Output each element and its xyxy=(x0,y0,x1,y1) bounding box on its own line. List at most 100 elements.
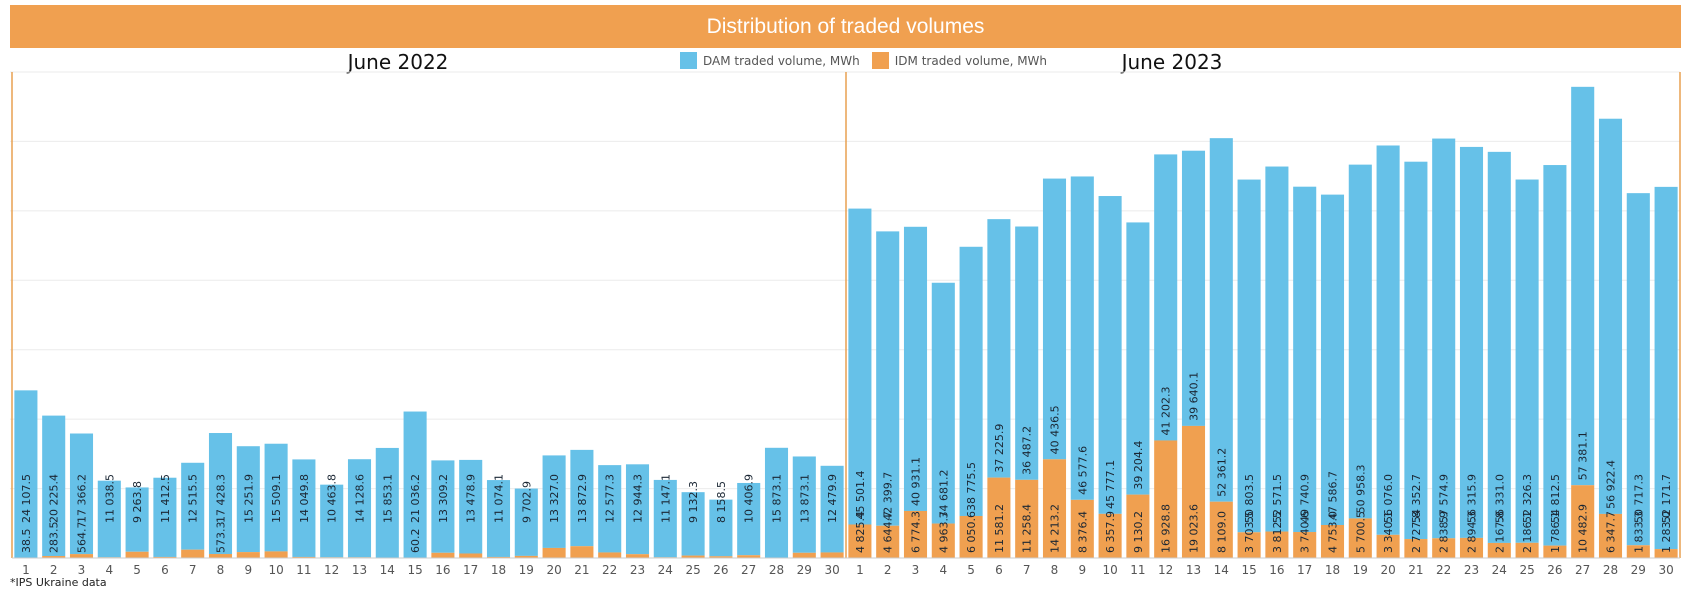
x-tick-label: 9 xyxy=(1078,563,1086,577)
idm-data-label: 4 753.0 xyxy=(1327,511,1340,553)
x-tick-label: 27 xyxy=(1575,563,1590,577)
x-tick-label: 10 xyxy=(268,563,283,577)
idm-bar-2022-17 xyxy=(459,553,483,558)
idm-bar-2022-16 xyxy=(431,552,455,558)
idm-data-label: 4 644.7 xyxy=(882,511,895,553)
dam-data-label: 52 571.5 xyxy=(1271,474,1284,523)
legend: DAM traded volume, MWh IDM traded volume… xyxy=(680,52,1059,69)
x-tick-label: 6 xyxy=(161,563,169,577)
idm-data-label: 11 258.4 xyxy=(1021,504,1034,553)
dam-bar-2022-17 xyxy=(459,459,483,554)
dam-data-label: 42 399.7 xyxy=(882,472,895,521)
dam-bar-2022-26 xyxy=(709,499,733,557)
x-tick-label: 23 xyxy=(1464,563,1479,577)
dam-data-label: 41 202.3 xyxy=(1160,386,1173,435)
x-tick-label: 4 xyxy=(939,563,947,577)
idm-data-label: 10 482.9 xyxy=(1577,504,1590,553)
dam-bar-2022-15 xyxy=(403,411,427,558)
chart-title: Distribution of traded volumes xyxy=(706,14,985,38)
x-tick-label: 26 xyxy=(713,563,728,577)
idm-data-label: 283.5 xyxy=(48,522,61,554)
idm-data-label: 5 700.5 xyxy=(1354,511,1367,553)
dam-data-label: 52 171.7 xyxy=(1660,474,1673,523)
dam-bar-2022-16 xyxy=(431,460,455,553)
idm-bar-2022-9 xyxy=(236,552,260,558)
idm-data-label: 2 838.9 xyxy=(1438,511,1451,553)
idm-bar-2022-26 xyxy=(709,556,733,558)
dam-data-label: 24 107.5 xyxy=(20,474,33,523)
x-tick-label: 24 xyxy=(658,563,673,577)
dam-bar-2022-12 xyxy=(320,484,344,558)
x-tick-label: 4 xyxy=(105,563,113,577)
idm-bar-2022-10 xyxy=(264,551,288,558)
x-tick-label: 18 xyxy=(1325,563,1340,577)
idm-bar-2023-4 xyxy=(931,523,955,558)
idm-bar-2023-22 xyxy=(1432,538,1456,558)
idm-data-label: 2 727.8 xyxy=(1410,511,1423,553)
legend-item-dam[interactable]: DAM traded volume, MWh xyxy=(680,52,860,69)
x-tick-label: 28 xyxy=(1603,563,1618,577)
idm-data-label: 2 167.8 xyxy=(1493,511,1506,553)
x-tick-label: 14 xyxy=(380,563,395,577)
dam-data-label: 14 049.8 xyxy=(298,474,311,523)
x-tick-label: 19 xyxy=(1353,563,1368,577)
dam-bar-2022-25 xyxy=(681,492,705,556)
dam-data-label: 13 478.9 xyxy=(465,474,478,523)
dam-data-label: 10 406.9 xyxy=(743,474,756,523)
idm-data-label: 6 347.7 xyxy=(1605,511,1618,553)
x-tick-label: 29 xyxy=(797,563,812,577)
dam-bar-2022-5 xyxy=(125,487,149,552)
dam-data-label: 13 309.2 xyxy=(437,474,450,523)
panel-title-june-2022: June 2022 xyxy=(347,50,449,74)
dam-data-label: 50 717.3 xyxy=(1632,474,1645,523)
dam-bar-2023-9 xyxy=(1070,176,1094,500)
idm-data-label: 3 703.5 xyxy=(1243,511,1256,553)
dam-bar-2023-15 xyxy=(1237,179,1261,533)
idm-data-label: 564.7 xyxy=(76,522,89,554)
dam-bar-2023-26 xyxy=(1543,165,1567,546)
dam-bar-2022-10 xyxy=(264,443,288,552)
dam-data-label: 15 853.1 xyxy=(381,474,394,523)
dam-bar-2023-22 xyxy=(1432,138,1456,539)
idm-bar-2023-6 xyxy=(987,477,1011,558)
dam-bar-2023-21 xyxy=(1404,161,1428,540)
idm-data-label: 2 894.3 xyxy=(1466,511,1479,553)
dam-bar-2023-28 xyxy=(1598,118,1623,514)
x-tick-label: 24 xyxy=(1492,563,1507,577)
x-tick-label: 13 xyxy=(1186,563,1201,577)
dam-data-label: 12 515.5 xyxy=(187,474,200,523)
idm-data-label: 4 963.7 xyxy=(937,511,950,553)
legend-label-idm: IDM traded volume, MWh xyxy=(894,53,1048,68)
idm-data-label: 6 050.6 xyxy=(965,511,978,553)
idm-bar-2022-20 xyxy=(542,547,566,558)
dam-bar-2022-18 xyxy=(486,480,511,557)
dam-bar-2023-17 xyxy=(1293,186,1317,533)
dam-data-label: 56 331.0 xyxy=(1493,474,1506,523)
x-tick-label: 16 xyxy=(435,563,450,577)
idm-data-label: 3 340.1 xyxy=(1382,511,1395,553)
x-tick-label: 12 xyxy=(1158,563,1173,577)
idm-bar-2023-28 xyxy=(1598,513,1623,558)
idm-bar-2022-30 xyxy=(820,552,844,558)
x-tick-label: 25 xyxy=(685,563,700,577)
dam-bar-2023-18 xyxy=(1320,194,1345,526)
idm-bar-2023-10 xyxy=(1098,513,1122,558)
dam-swatch-icon xyxy=(680,52,697,69)
dam-data-label: 47 586.7 xyxy=(1327,471,1340,520)
x-tick-label: 14 xyxy=(1214,563,1229,577)
x-tick-label: 29 xyxy=(1631,563,1646,577)
dam-bar-2022-11 xyxy=(292,459,316,557)
dam-data-label: 11 074.1 xyxy=(493,474,506,523)
dam-bar-2023-8 xyxy=(1042,178,1067,460)
legend-item-idm[interactable]: IDM traded volume, MWh xyxy=(871,52,1048,69)
idm-data-label: 16 928.8 xyxy=(1160,504,1173,553)
dam-data-label: 45 777.1 xyxy=(1104,460,1117,509)
dam-bar-2022-13 xyxy=(347,459,372,558)
dam-data-label: 57 574.9 xyxy=(1438,474,1451,523)
idm-bar-2023-18 xyxy=(1320,525,1345,558)
dam-bar-2022-3 xyxy=(69,433,94,555)
idm-bar-2022-21 xyxy=(570,546,594,558)
x-tick-label: 8 xyxy=(217,563,225,577)
idm-bar-2023-15 xyxy=(1237,532,1261,558)
dam-bar-2023-7 xyxy=(1015,226,1039,480)
